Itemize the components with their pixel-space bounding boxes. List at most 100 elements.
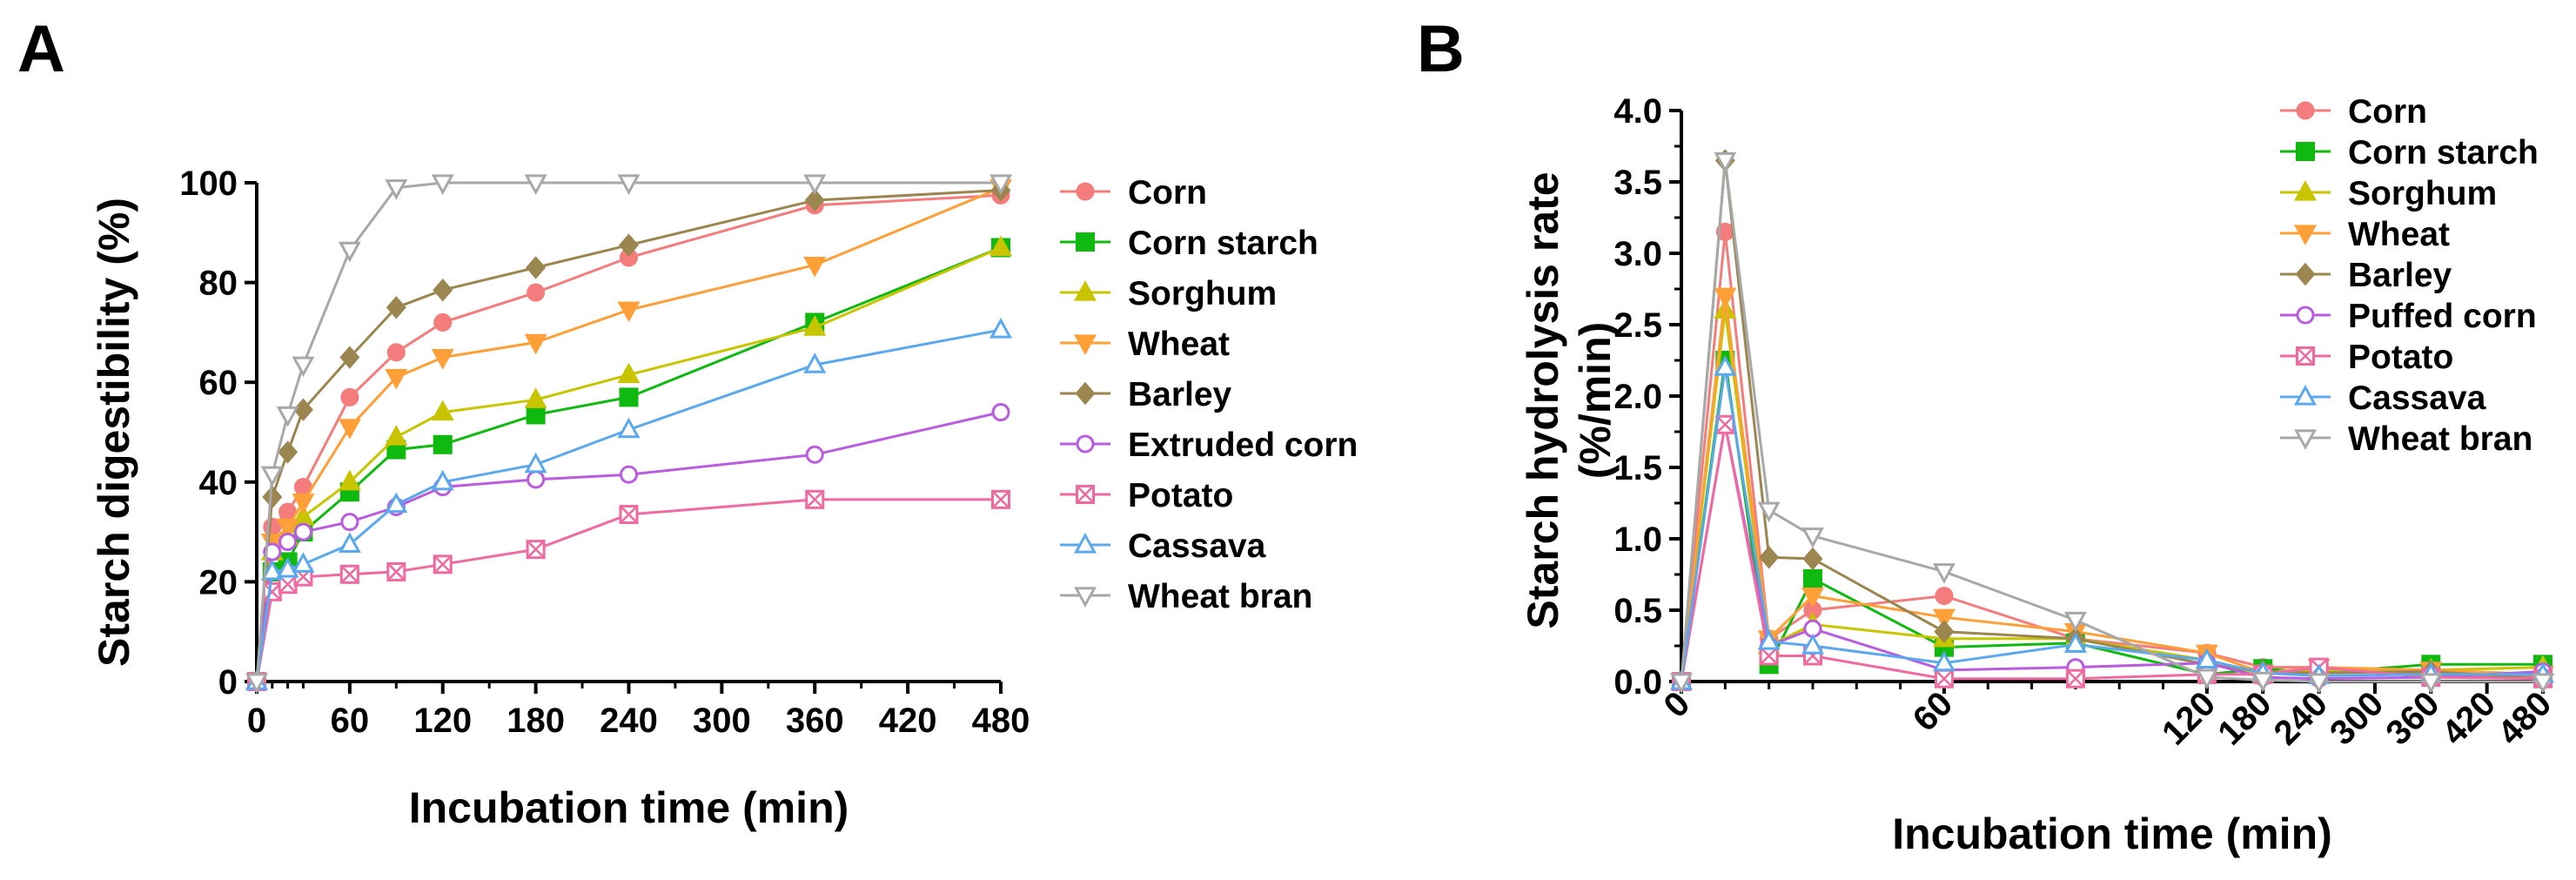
data-point <box>1757 501 1781 523</box>
y-tick-label: 0.5 <box>1613 592 1662 630</box>
y-tick-label: 0.0 <box>1613 663 1662 702</box>
data-point <box>278 533 298 552</box>
data-point-cross <box>2066 669 2085 689</box>
data-point <box>526 256 547 279</box>
data-point <box>617 301 641 323</box>
data-point <box>386 296 406 319</box>
data-point <box>991 403 1010 422</box>
legend-label: Wheat bran <box>1128 578 1312 615</box>
legend-marker <box>2294 429 2317 451</box>
data-point <box>1932 650 1955 672</box>
data-point <box>804 188 825 212</box>
y-tick-label: 1.5 <box>1613 449 1662 487</box>
x-tick-label: 180 <box>506 702 565 740</box>
data-point <box>338 532 361 553</box>
data-point <box>1757 629 1781 650</box>
legend-label: Wheat bran <box>2348 420 2532 458</box>
data-point <box>989 235 1012 257</box>
series-extruded-corn <box>247 403 1010 691</box>
x-tick-label: 480 <box>2491 684 2559 752</box>
data-point <box>276 406 299 427</box>
panel-label-b: B <box>1417 12 1465 86</box>
data-point <box>340 513 359 532</box>
data-point-cross <box>527 540 546 559</box>
x-tick-label: 420 <box>2435 684 2503 752</box>
data-point <box>385 425 408 446</box>
data-point <box>385 179 408 200</box>
data-point <box>805 445 824 464</box>
data-point <box>2063 611 2087 633</box>
y-tick-label: 3.0 <box>1613 235 1662 273</box>
data-point <box>431 348 454 370</box>
legend-label: Corn starch <box>2348 134 2539 171</box>
data-point <box>385 492 408 514</box>
data-point <box>527 283 546 302</box>
data-point-cross <box>340 565 359 584</box>
data-point <box>617 362 641 384</box>
data-point <box>1714 298 1737 319</box>
data-point <box>526 405 546 425</box>
data-point <box>431 469 454 491</box>
legend-marker-cross <box>1076 485 1095 504</box>
y-tick-label: 80 <box>199 265 238 303</box>
x-tick-label: 300 <box>2323 684 2391 752</box>
data-point <box>1801 527 1824 548</box>
x-tick-label: 240 <box>2267 684 2335 752</box>
data-point <box>338 241 361 263</box>
data-point <box>338 419 361 440</box>
data-point <box>2251 671 2275 693</box>
data-point <box>339 346 360 369</box>
x-tick-label: 480 <box>972 702 1030 740</box>
legend-marker <box>1074 587 1097 608</box>
data-point <box>619 233 639 257</box>
legend-marker <box>1074 532 1097 554</box>
data-point-cross <box>1760 647 1779 665</box>
data-point <box>2195 668 2218 690</box>
data-point <box>260 559 284 581</box>
series-wheat-bran <box>1670 151 2554 695</box>
y-tick-label: 1.0 <box>1613 521 1662 559</box>
data-point <box>386 343 406 362</box>
legend-marker <box>1076 232 1095 252</box>
data-point <box>617 174 641 196</box>
data-point <box>1802 568 1822 588</box>
data-point <box>619 387 639 407</box>
legend-marker <box>2296 101 2315 120</box>
legend-label: Corn <box>2348 93 2427 131</box>
legend-marker <box>2294 179 2317 201</box>
y-axis-title: Starch digestibility (%) <box>90 198 138 667</box>
x-tick-label: 120 <box>2155 684 2223 752</box>
y-tick-label: 100 <box>179 165 238 203</box>
x-tick-label: 180 <box>2210 684 2278 752</box>
legend-label: Wheat <box>1128 326 1230 363</box>
y-axis-title: Starch hydrolysis rate <box>1519 171 1567 628</box>
data-point <box>292 494 315 514</box>
data-point <box>338 469 361 491</box>
x-tick-label: 60 <box>1906 684 1961 739</box>
series-wheat-bran <box>245 174 1012 695</box>
legend-label: Corn <box>1128 174 1207 212</box>
legend-label: Wheat <box>2348 216 2450 253</box>
data-point <box>527 470 546 489</box>
data-point <box>803 315 827 336</box>
data-point <box>989 174 1012 196</box>
legend-marker <box>2296 306 2315 325</box>
data-point <box>1801 588 1824 608</box>
data-point-cross <box>805 490 824 509</box>
legend-label: Potato <box>1128 477 1233 514</box>
data-point <box>262 485 283 509</box>
legend-marker <box>2295 262 2316 286</box>
data-point <box>385 368 408 390</box>
data-point <box>1932 563 1955 584</box>
legend-label: Barley <box>2348 257 2452 294</box>
data-point <box>278 440 299 464</box>
data-point <box>2419 673 2443 695</box>
series-corn <box>247 185 1010 691</box>
legend-label: Barley <box>1128 376 1232 413</box>
panel-label-a: A <box>17 12 65 86</box>
data-point <box>433 278 453 302</box>
data-point <box>1932 608 1955 630</box>
data-point <box>1714 151 1737 173</box>
